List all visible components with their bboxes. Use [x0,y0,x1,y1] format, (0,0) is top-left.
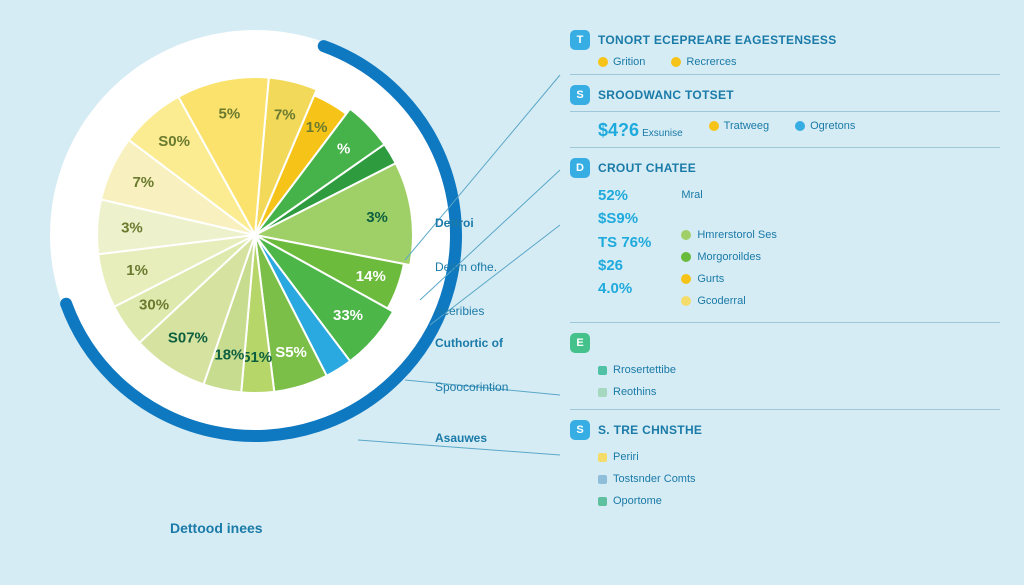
slice-label: 33% [333,307,363,324]
legend-item: Ogretons [795,120,855,141]
section-title: Crout Chatee [598,161,696,175]
legend-item: Periri [598,446,1000,468]
slice-label: 7% [132,174,154,191]
legend-item: Grition [598,56,645,68]
slice-label: 30% [139,297,169,314]
slice-label: 3% [121,220,143,237]
slice-label: 51% [242,349,272,366]
section-title: s. Tre Chnsthe [598,423,702,437]
legend-item: Reothins [598,381,1000,403]
pie-chart: 7% 1%% 3% 14% 33% S5%51%18% S07% 30% 1% 3% 7% S0% 5% [40,20,470,450]
slice-label: 14% [356,268,386,285]
slice-label: 5% [219,105,241,122]
slice-label: S5% [275,344,307,361]
slice-label: S07% [168,329,208,346]
slice-label: 7% [274,106,296,123]
chart-footer-label: Dettood inees [170,520,263,536]
slice-label: 3% [366,209,388,226]
legend-section: Ss. Tre Chnsthe PeririTostsnder ComtsOpor… [570,420,1000,512]
section-badge: D [570,158,590,178]
legend-item: Recrerces [671,56,736,68]
slice-label: 18% [214,347,244,364]
section-title: Tonort Ecepreare Eagestensess [598,33,837,47]
legend-item: Tostsnder Comts [598,468,1000,490]
legend-section: T Tonort Ecepreare Eagestensess Grition Rec… [570,30,1000,75]
legend-panel: T Tonort Ecepreare Eagestensess Grition Rec… [570,30,1000,522]
slice-label: S0% [158,133,190,150]
mini-legend: MralHmrerstorol SesMorgoroildesGurtsGcod… [681,184,776,312]
legend-item: Rrosertettibe [598,359,1000,381]
callout-c1: DettroiDettm ofhe.Aceribies [435,215,497,348]
slice-label: 1% [306,119,328,136]
slice-label: % [337,140,350,157]
stat-value: $4?6 Exsunise [598,120,683,141]
legend-section: S Sroodwanc Totset $4?6 Exsunise Tratweeg Og… [570,85,1000,148]
callout-c3: Asauwes [435,430,487,474]
callout-c2: Cuthortic ofSpoocorintion [435,335,508,423]
legend-section: E RrosertettibeReothins [570,333,1000,410]
section-badge: E [570,333,590,353]
section-title: Sroodwanc Totset [598,88,734,102]
legend-section: D Crout Chatee 52%$S9%TS 76%$264.0% MralHmr… [570,158,1000,323]
section-badge: T [570,30,590,50]
slice-label: 1% [126,262,148,279]
legend-item: Tratweeg [709,120,769,141]
stat-list: 52%$S9%TS 76%$264.0% [598,184,651,300]
legend-item: Oportome [598,490,1000,512]
section-badge: S [570,420,590,440]
section-badge: S [570,85,590,105]
